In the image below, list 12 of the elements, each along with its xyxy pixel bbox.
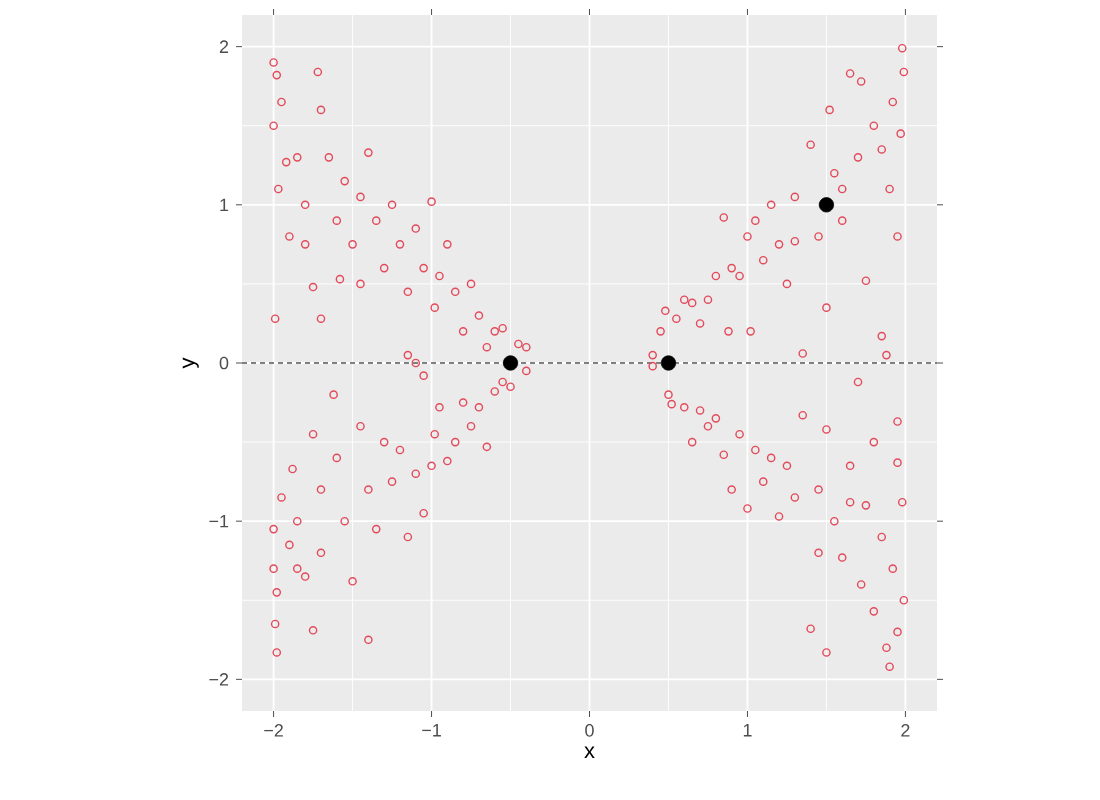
x-tick-label: −1	[422, 724, 441, 737]
x-tick-label: 2	[901, 724, 910, 737]
x-tick-label: 1	[743, 724, 752, 737]
x-tick-label: 0	[585, 724, 594, 737]
x-axis-title: x	[584, 746, 595, 758]
y-tick-label: 0	[219, 356, 229, 370]
y-tick-label: −2	[209, 673, 229, 686]
x-tick-label: −2	[264, 724, 283, 737]
y-tick-label: −1	[209, 515, 229, 528]
y-tick-label: 2	[219, 40, 229, 53]
y-tick-label: 1	[220, 198, 229, 211]
y-axis-title: y	[182, 357, 199, 369]
